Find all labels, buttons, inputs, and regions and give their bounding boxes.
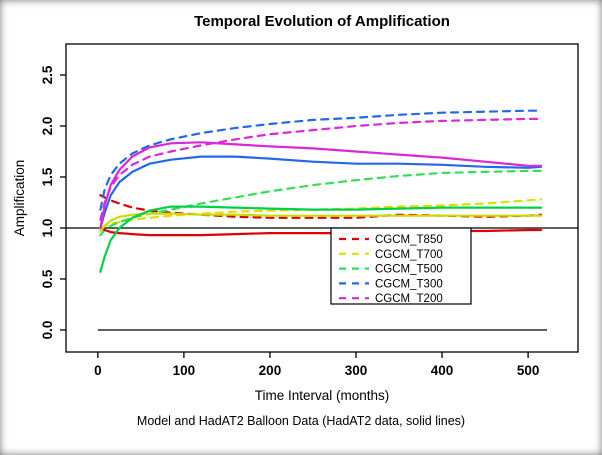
y-tick-label: 1.0 [40,219,55,238]
series-CGCM_T500 [99,169,543,237]
chart-footer: Model and HadAT2 Balloon Data (HadAT2 da… [136,414,466,428]
legend-label: CGCM_T500 [375,264,443,276]
legend-label: CGCM_T200 [375,293,443,305]
series-CGCM_T300 [99,109,543,211]
x-tick-label: 300 [345,363,368,378]
series-HadAT2_T300 [99,155,543,230]
y-axis-label: Amplification [12,159,27,237]
x-tick-label: 100 [173,363,196,378]
x-tick-label: 500 [517,363,540,378]
plot-box [65,43,579,353]
legend-box [330,227,472,305]
x-tick-label: 400 [431,363,454,378]
series-HadAT2_T850 [99,226,543,237]
y-tick-label: 1.5 [40,167,55,186]
y-tick-label: 0.0 [40,321,55,340]
y-tick-label: 2.0 [40,117,55,136]
x-tick-label: 200 [259,363,282,378]
legend-label: CGCM_T700 [375,249,443,261]
y-tick-label: 0.5 [40,269,55,288]
legend-label: CGCM_T850 [375,234,443,246]
chart-title: Temporal Evolution of Amplification [194,13,450,30]
legend-label: CGCM_T300 [375,278,443,290]
series-HadAT2_T700 [99,212,543,233]
series-HadAT2_T500 [99,205,543,273]
legend: CGCM_T850 CGCM_T700 CGCM_T500 CGCM_T300 CGCM… [330,227,472,305]
x-tick-label: 0 [94,363,102,378]
x-axis-label: Time Interval (months) [254,388,390,403]
y-tick-label: 2.5 [40,65,55,84]
series-HadAT2_T200 [99,141,543,230]
series-CGCM_T200 [99,117,543,221]
